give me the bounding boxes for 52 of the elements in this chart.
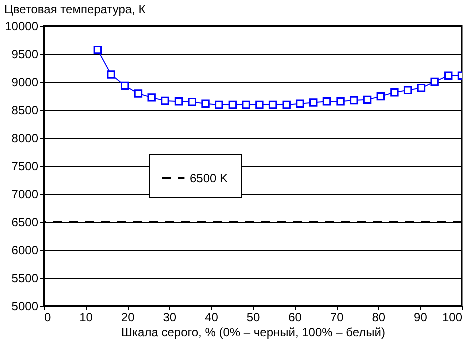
- point: [188, 98, 196, 106]
- point: [120, 82, 130, 90]
- x-tick-label: 100: [442, 310, 463, 324]
- point: [376, 92, 386, 101]
- point: [322, 97, 332, 106]
- point: [161, 96, 170, 106]
- point: [444, 72, 453, 80]
- point: [107, 70, 116, 79]
- y-tick-label: 5000: [12, 300, 39, 314]
- legend-label: 6500 K: [190, 172, 228, 186]
- x-tick-label: 80: [372, 310, 386, 324]
- y-tick-label: 6000: [12, 244, 39, 258]
- y-tick-label: 10000: [5, 20, 39, 34]
- point: [282, 100, 291, 110]
- point: [268, 100, 278, 110]
- y-tick-label: 7000: [12, 188, 39, 202]
- point: [202, 100, 210, 108]
- y-tick-label: 5500: [12, 272, 39, 286]
- point: [228, 100, 238, 110]
- point: [94, 46, 102, 54]
- point: [310, 98, 318, 107]
- x-tick-label: 10: [80, 310, 94, 324]
- point: [430, 78, 439, 86]
- point: [336, 97, 345, 106]
- point: [174, 97, 184, 106]
- point: [134, 90, 143, 98]
- x-tick-label: 40: [205, 310, 219, 324]
- y-tick-label: 9500: [12, 48, 39, 62]
- x-tick-label: 50: [246, 310, 260, 324]
- x-tick-label: 90: [414, 310, 428, 324]
- x-tick-label: 70: [330, 310, 344, 324]
- x-tick-label: 0: [44, 310, 52, 324]
- point: [390, 88, 399, 97]
- point: [242, 100, 250, 110]
- y-axis-title: Цветовая температура, К: [4, 2, 146, 16]
- point: [350, 96, 358, 105]
- point: [148, 94, 156, 102]
- x-tick-label: 30: [163, 310, 177, 324]
- y-tick-label: 7500: [12, 160, 39, 174]
- x-tick-label: 20: [121, 310, 136, 324]
- point: [256, 100, 264, 110]
- point: [404, 86, 412, 95]
- y-tick-label: 8500: [12, 104, 39, 118]
- x-axis-title: Шкала серого, % (0% – черный, 100% – белый): [122, 326, 386, 340]
- point: [296, 100, 304, 108]
- point: [215, 100, 224, 110]
- x-tick-label: 60: [288, 310, 302, 324]
- y-tick-label: 8000: [12, 132, 39, 146]
- y-tick-label: 9000: [12, 76, 39, 90]
- point: [363, 96, 372, 104]
- y-tick-label: 6500: [12, 216, 39, 230]
- point: [417, 84, 426, 92]
